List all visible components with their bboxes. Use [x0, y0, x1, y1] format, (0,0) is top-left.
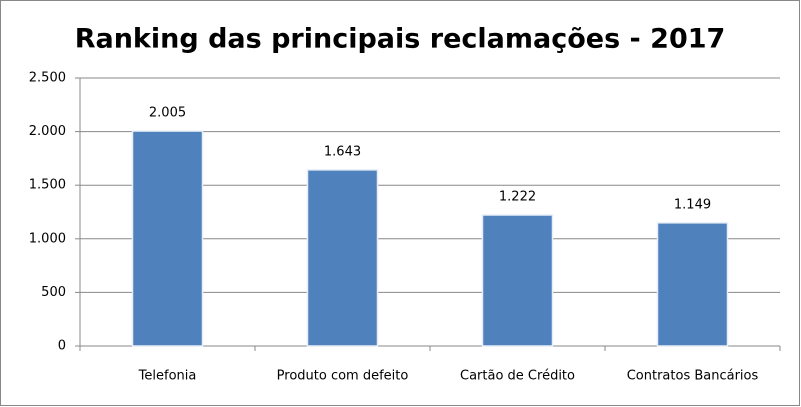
y-tick-label: 500 — [41, 285, 66, 300]
bar — [306, 169, 379, 347]
x-tick-label: Cartão de Crédito — [460, 369, 575, 384]
y-tick-label: 1.500 — [29, 178, 66, 193]
x-tick-label: Contratos Bancários — [627, 369, 759, 384]
y-tick-label: 2.000 — [29, 124, 66, 139]
y-tick-label: 2.500 — [29, 71, 66, 86]
data-label: 1.643 — [324, 144, 361, 159]
y-tick-label: 0 — [58, 339, 66, 354]
bar — [656, 222, 729, 347]
x-tick-label: Telefonia — [138, 369, 197, 384]
bar — [131, 130, 204, 347]
x-tick-label: Produto com defeito — [277, 369, 409, 384]
chart-title: Ranking das principais reclamações - 201… — [75, 24, 726, 55]
data-label: 1.222 — [499, 190, 536, 205]
y-tick-label: 1.000 — [29, 231, 66, 246]
bar — [481, 214, 554, 347]
data-label: 2.005 — [149, 106, 186, 121]
data-label: 1.149 — [674, 197, 711, 212]
